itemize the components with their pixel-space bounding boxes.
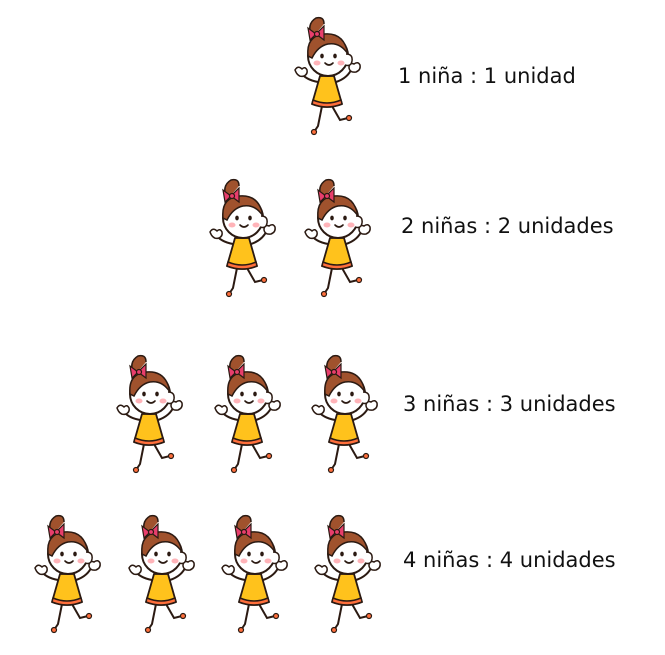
row-1: 1 niña : 1 unidad <box>0 14 665 154</box>
girl-icon <box>298 176 374 302</box>
row-4: 4 niñas : 4 unidades <box>0 512 665 652</box>
ratio-label-4: 4 niñas : 4 unidades <box>403 548 616 572</box>
girl-icon <box>305 352 381 478</box>
girl-icon <box>288 14 364 140</box>
girl-icon <box>110 352 186 478</box>
girl-icon <box>28 512 104 638</box>
ratio-label-3: 3 niñas : 3 unidades <box>403 392 616 416</box>
girl-icon <box>308 512 384 638</box>
girl-icon <box>122 512 198 638</box>
girl-icon <box>208 352 284 478</box>
girl-icon <box>203 176 279 302</box>
girl-icon <box>215 512 291 638</box>
ratio-label-2: 2 niñas : 2 unidades <box>401 214 614 238</box>
ratio-label-1: 1 niña : 1 unidad <box>398 64 576 88</box>
row-3: 3 niñas : 3 unidades <box>0 352 665 492</box>
row-2: 2 niñas : 2 unidades <box>0 176 665 316</box>
